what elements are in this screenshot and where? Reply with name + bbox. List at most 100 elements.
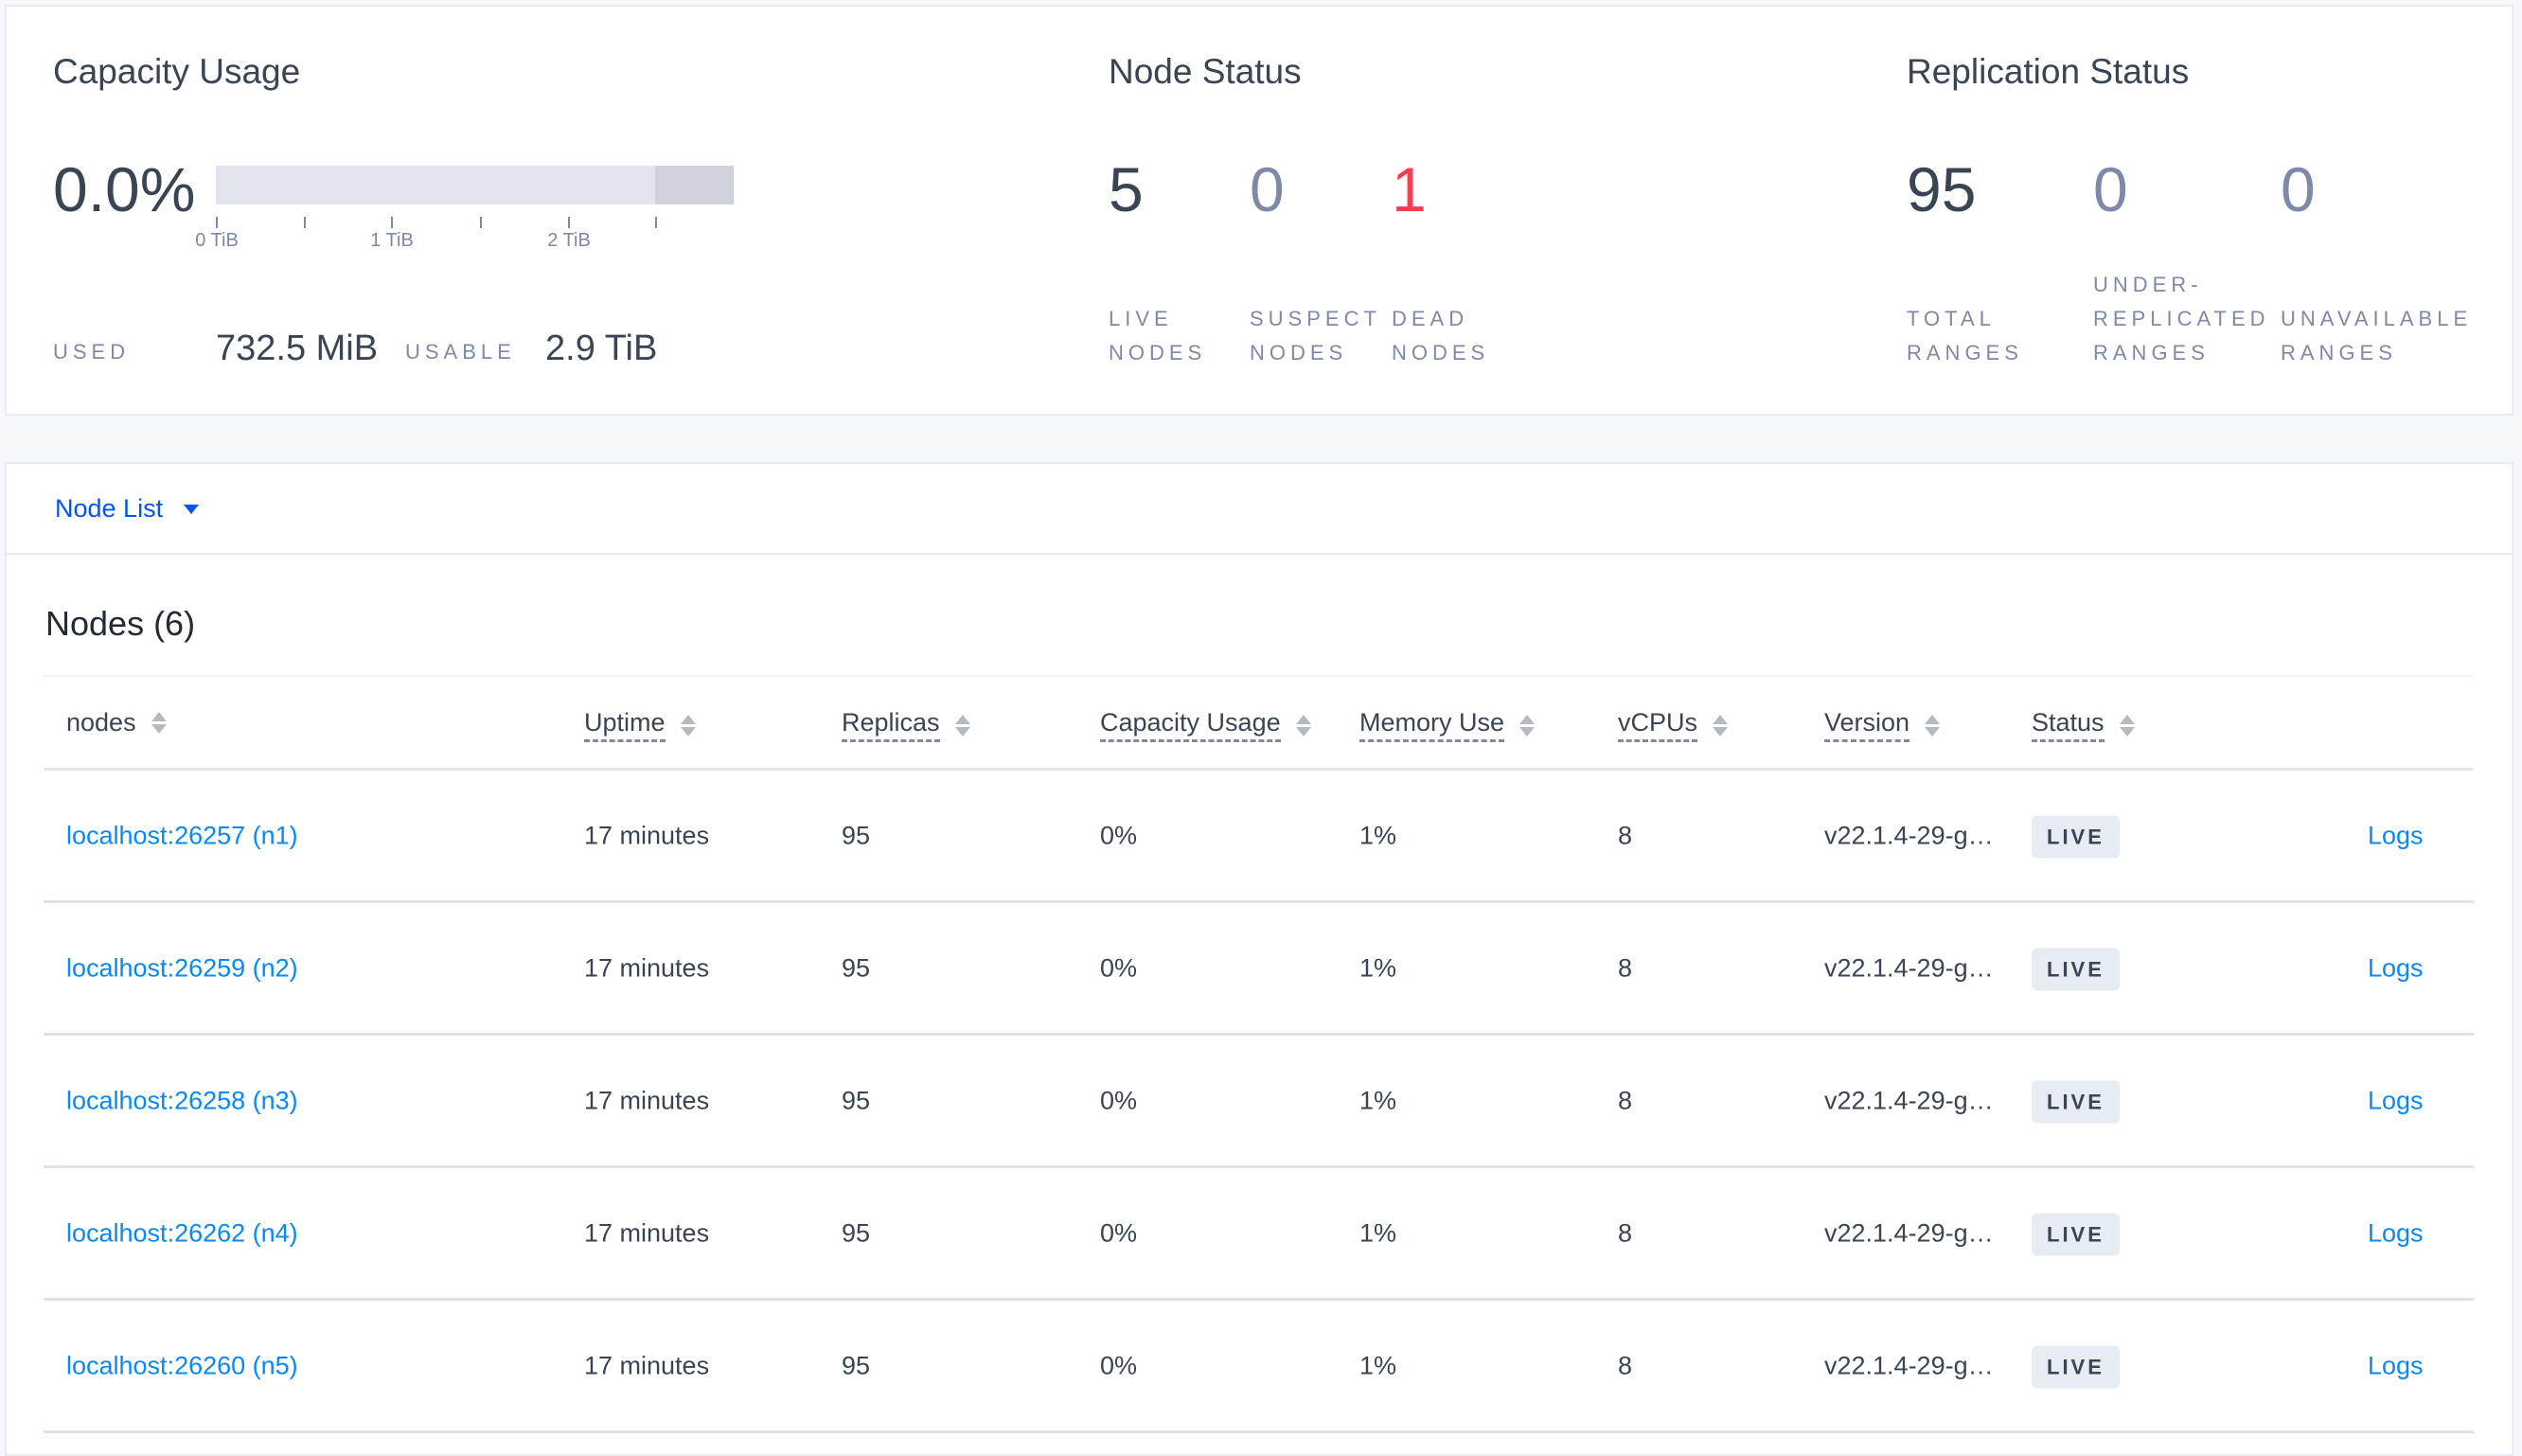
cell-node[interactable]: localhost:26259 (n2) [66, 953, 298, 982]
cell-replicas: 95 [842, 953, 871, 982]
table-row: localhost:26258 (n3) 17 minutes 95 0% 1% 8 v22… [44, 1036, 2474, 1168]
column-header-vcpus[interactable]: vCPUs [1618, 708, 1729, 742]
column-header-nodes[interactable]: nodes [66, 708, 167, 737]
cell-node[interactable]: localhost:26260 (n5) [66, 1351, 298, 1379]
capacity-percent: 0.0% [53, 154, 196, 224]
cell-uptime: 17 minutes [584, 821, 710, 849]
logs-link[interactable]: Logs [2368, 1218, 2424, 1247]
column-header-capacity-usage[interactable]: Capacity Usage [1100, 708, 1311, 742]
sort-icon[interactable] [2119, 714, 2135, 737]
status-badge: LIVE [2032, 815, 2120, 858]
under-replicated-value: 0 [2093, 154, 2128, 224]
column-header-version[interactable]: Version [1824, 708, 1941, 742]
summary-card: Capacity Usage 0.0% 0 TiB 1 TiB 2 TiB US… [5, 5, 2513, 416]
table-row: localhost:26260 (n5) 17 minutes 95 0% 1% 8 v22… [44, 1301, 2474, 1433]
nodes-title: Nodes (6) [45, 604, 196, 643]
suspect-nodes-value: 0 [1250, 154, 1285, 224]
column-label: Uptime [584, 708, 666, 742]
unavailable-value: 0 [2281, 154, 2316, 224]
tick [480, 217, 482, 228]
replication-title: Replication Status [1907, 52, 2190, 91]
sort-icon[interactable] [1925, 714, 1941, 737]
table-row: localhost:26257 (n1) 17 minutes 95 0% 1% 8 v22… [44, 771, 2474, 903]
cell-node[interactable]: localhost:26258 (n3) [66, 1086, 298, 1114]
column-header-replicas[interactable]: Replicas [842, 708, 970, 742]
column-header-status[interactable]: Status [2032, 708, 2135, 742]
cell-status: LIVE [2032, 1213, 2120, 1255]
live-nodes-label: LIVE NODES [1109, 307, 1207, 364]
cell-memory: 1% [1359, 1086, 1397, 1114]
sort-icon[interactable] [1295, 714, 1311, 737]
cell-memory: 1% [1359, 1218, 1397, 1247]
cell-vcpus: 8 [1618, 1086, 1633, 1114]
total-ranges-value: 95 [1907, 154, 1977, 224]
sort-icon[interactable] [680, 714, 696, 737]
capacity-bar [216, 166, 734, 204]
cell-replicas: 95 [842, 821, 871, 849]
column-header-uptime[interactable]: Uptime [584, 708, 696, 742]
logs-link[interactable]: Logs [2368, 1351, 2424, 1379]
table-header-border [44, 768, 2474, 771]
table-row: localhost:26262 (n4) 17 minutes 95 0% 1% 8 v22… [44, 1168, 2474, 1301]
node-list-dropdown[interactable]: Node List [55, 494, 200, 524]
sort-icon[interactable] [954, 714, 970, 737]
tick [568, 217, 570, 228]
tick-label: 0 TiB [195, 230, 239, 251]
cell-uptime: 17 minutes [584, 953, 710, 982]
column-label: Capacity Usage [1100, 708, 1281, 742]
node-list-header [7, 464, 2512, 555]
tick [216, 217, 218, 228]
column-header-memory-use[interactable]: Memory Use [1359, 708, 1536, 742]
status-badge: LIVE [2032, 948, 2120, 990]
cell-memory: 1% [1359, 821, 1397, 849]
cell-status: LIVE [2032, 1345, 2120, 1388]
cell-vcpus: 8 [1618, 1351, 1633, 1379]
tick [304, 217, 306, 228]
suspect-nodes-label: SUSPECT NODES [1250, 307, 1381, 364]
usable-value: 2.9 TiB [545, 328, 658, 368]
caret-down-icon [184, 504, 200, 514]
capacity-title: Capacity Usage [53, 52, 301, 91]
tick-label: 2 TiB [547, 230, 591, 251]
sort-icon[interactable] [151, 712, 167, 734]
sort-icon[interactable] [1519, 714, 1536, 737]
cell-capacity: 0% [1100, 953, 1138, 982]
cell-replicas: 95 [842, 1351, 871, 1379]
cell-version: v22.1.4-29-g… [1824, 953, 1994, 982]
under-replicated-label: UNDER- REPLICATED RANGES [2093, 273, 2270, 364]
logs-link[interactable]: Logs [2368, 1086, 2424, 1114]
tick [655, 217, 657, 228]
cell-memory: 1% [1359, 953, 1397, 982]
column-label: Memory Use [1359, 708, 1505, 742]
dead-nodes-value: 1 [1392, 154, 1427, 224]
used-value: 732.5 MiB [216, 328, 379, 368]
cell-replicas: 95 [842, 1086, 871, 1114]
unavailable-label: UNAVAILABLE RANGES [2281, 307, 2473, 364]
status-badge: LIVE [2032, 1080, 2120, 1123]
cell-capacity: 0% [1100, 821, 1138, 849]
tick-label: 1 TiB [370, 230, 414, 251]
live-nodes-value: 5 [1109, 154, 1144, 224]
sort-icon[interactable] [1713, 714, 1729, 737]
column-label: Replicas [842, 708, 940, 742]
cell-uptime: 17 minutes [584, 1086, 710, 1114]
cell-uptime: 17 minutes [584, 1218, 710, 1247]
cell-vcpus: 8 [1618, 953, 1633, 982]
cell-vcpus: 8 [1618, 821, 1633, 849]
used-label: USED [53, 340, 131, 364]
cell-status: LIVE [2032, 948, 2120, 990]
logs-link[interactable]: Logs [2368, 821, 2424, 849]
tick [391, 217, 393, 228]
capacity-bar-unusable [655, 166, 734, 204]
cell-node[interactable]: localhost:26257 (n1) [66, 821, 298, 849]
cell-node[interactable]: localhost:26262 (n4) [66, 1218, 298, 1247]
cell-capacity: 0% [1100, 1218, 1138, 1247]
status-badge: LIVE [2032, 1213, 2120, 1255]
cell-version: v22.1.4-29-g… [1824, 1218, 1994, 1247]
cell-uptime: 17 minutes [584, 1351, 710, 1379]
cell-status: LIVE [2032, 815, 2120, 858]
logs-link[interactable]: Logs [2368, 953, 2424, 982]
dropdown-label: Node List [55, 494, 164, 523]
table-row: localhost:26259 (n2) 17 minutes 95 0% 1% 8 v22… [44, 903, 2474, 1036]
dead-nodes-label: DEAD NODES [1392, 307, 1490, 364]
